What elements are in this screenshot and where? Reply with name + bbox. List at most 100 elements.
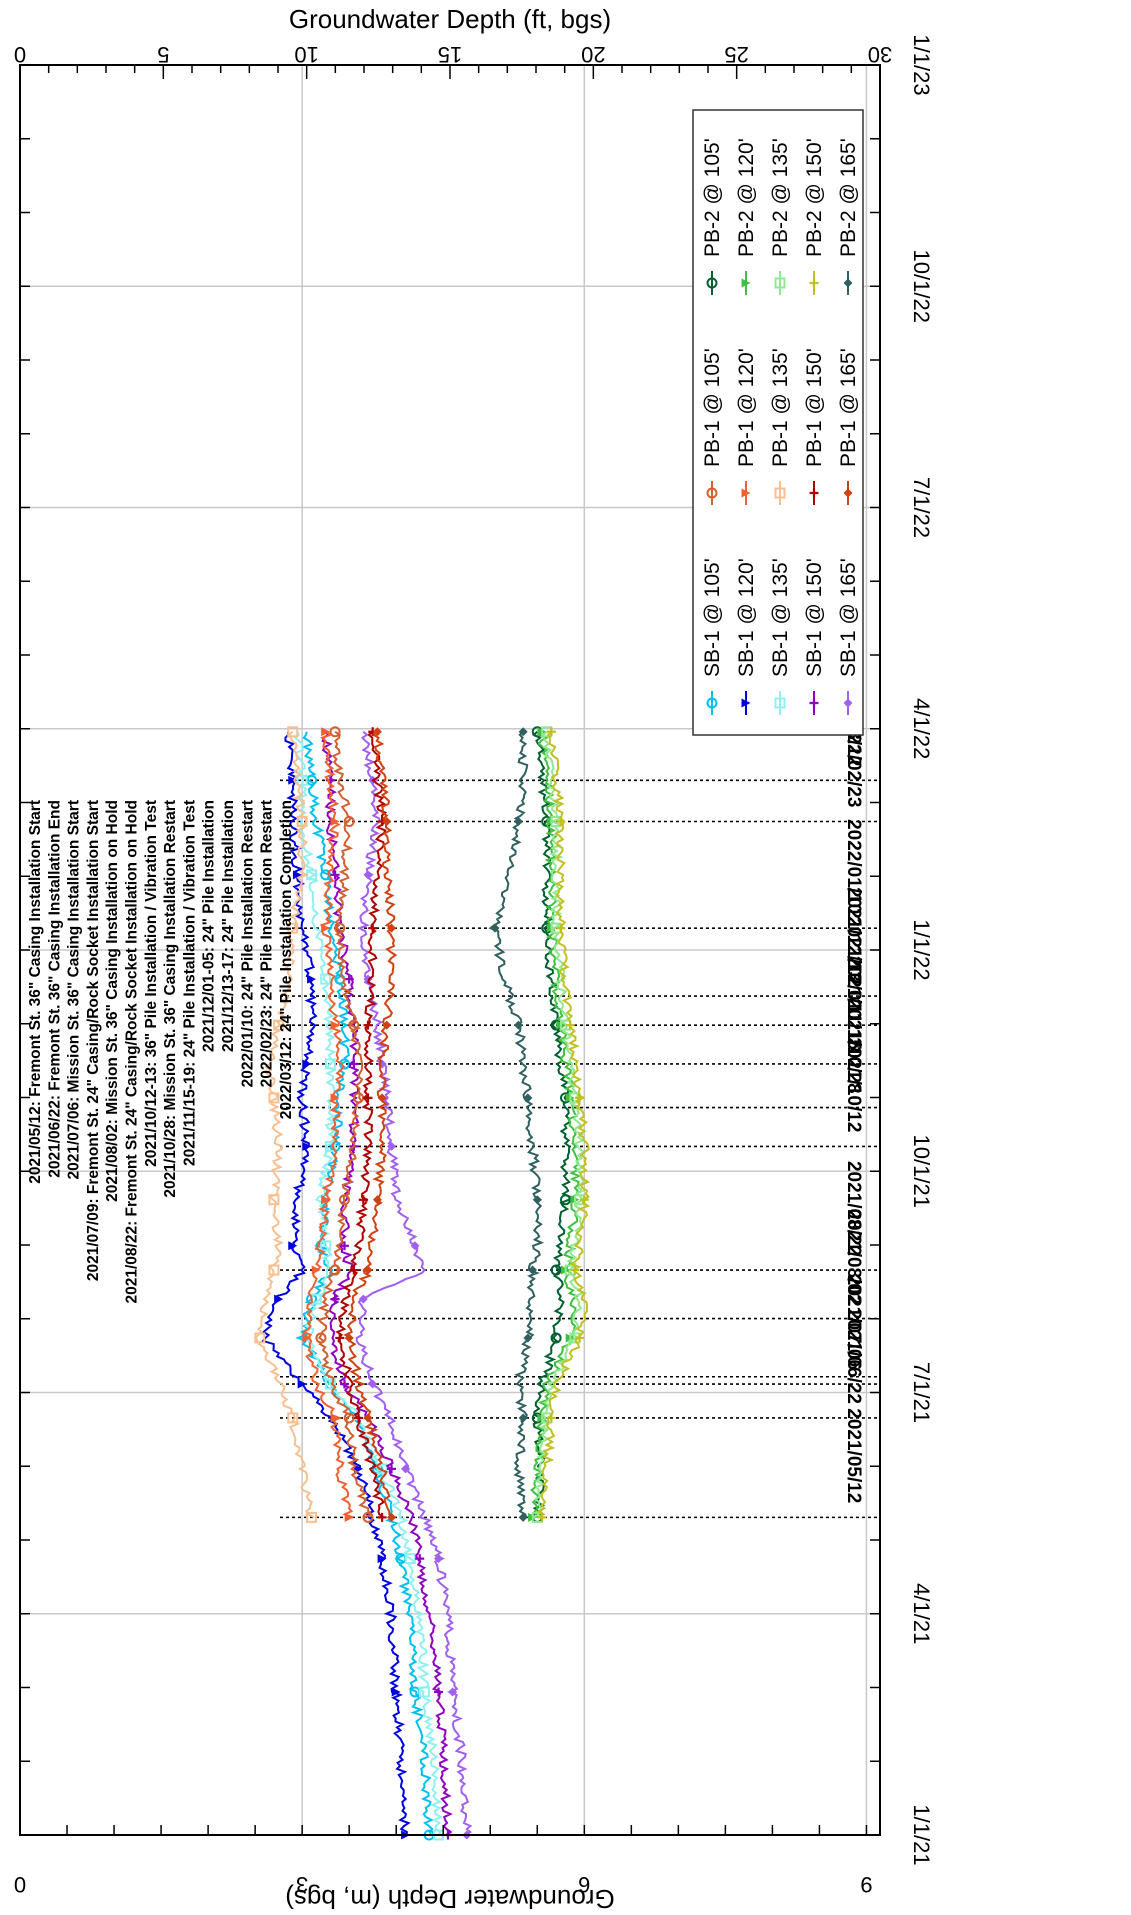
- data-point: [268, 1264, 280, 1276]
- data-point: [774, 487, 786, 499]
- legend-label: SB-1 @ 150': [803, 558, 826, 677]
- data-point: [377, 1093, 387, 1103]
- data-point: [363, 974, 373, 984]
- data-point: [434, 1554, 444, 1564]
- data-point: [809, 488, 819, 498]
- data-point: [415, 1554, 425, 1564]
- x-tick-label: 10/1/21: [909, 1135, 934, 1208]
- event-date-label: 2021/07/06: [843, 1275, 864, 1370]
- data-point: [274, 1294, 284, 1304]
- data-point: [358, 1195, 368, 1205]
- y-tick-label-ft: 0: [14, 42, 26, 67]
- data-point: [387, 1141, 397, 1151]
- data-point: [330, 1093, 340, 1103]
- data-point: [518, 727, 528, 737]
- y-tick-label-m: 3: [296, 1872, 308, 1897]
- data-point: [387, 1464, 396, 1474]
- series-line: [343, 731, 398, 1519]
- event-annotation: 2022/03/12: 24" Pile Installation Comple…: [278, 800, 295, 1119]
- data-point: [302, 1141, 312, 1151]
- legend: SB-1 @ 105' SB-1 @ 120' SB-1 @ 135' SB-1 @ …: [692, 109, 864, 736]
- data-point: [518, 1512, 528, 1522]
- series-line: [529, 731, 582, 1518]
- x-tick-label: 1/1/21: [909, 1804, 934, 1865]
- series-line: [261, 731, 411, 1836]
- data-point: [363, 1093, 373, 1103]
- legend-label: PB-1 @ 150': [803, 348, 826, 467]
- data-point: [324, 1140, 336, 1152]
- legend-label: PB-1 @ 165': [837, 348, 860, 467]
- y-tick-label-ft: 15: [438, 42, 462, 67]
- legend-label: PB-2 @ 135': [769, 138, 792, 257]
- x-tick-label: 1/1/22: [909, 919, 934, 980]
- x-tick-label: 1/1/23: [909, 34, 934, 95]
- series-line: [316, 730, 374, 1519]
- data-point: [343, 815, 355, 827]
- legend-label: SB-1 @ 105': [701, 558, 724, 677]
- x-tick-label: 10/1/22: [909, 250, 934, 323]
- data-point: [358, 1294, 368, 1304]
- data-point: [329, 726, 341, 738]
- data-point: [401, 1464, 411, 1474]
- data-point: [339, 1379, 349, 1389]
- event-date-label: 2021/10/12: [843, 1037, 864, 1132]
- data-point: [550, 1264, 562, 1276]
- legend-entry: PB-1 @ 120': [735, 348, 758, 505]
- axis-title-ft: Groundwater Depth (ft, bgs): [289, 4, 611, 34]
- data-point: [307, 974, 317, 984]
- legend-label: PB-2 @ 105': [701, 138, 724, 257]
- event-annotation: 2022/02/23: 24" Pile Installation Restar…: [259, 800, 276, 1087]
- series-sb-1-135-: [293, 731, 445, 1841]
- data-point: [741, 698, 751, 708]
- legend-entry: PB-2 @ 150': [803, 138, 826, 295]
- event-annotation: 2021/08/22: Fremont St. 24" Casing/Rock …: [124, 800, 141, 1304]
- data-point: [273, 1019, 285, 1031]
- data-point: [306, 1511, 318, 1523]
- axis-title-m: Groundwater Depth (m, bgs): [285, 1884, 614, 1914]
- legend-label: PB-2 @ 165': [837, 138, 860, 257]
- series-line: [293, 731, 444, 1836]
- y-tick-label-m: 0: [14, 1872, 26, 1897]
- legend-label: SB-1 @ 120': [735, 558, 758, 677]
- data-point: [372, 1195, 382, 1205]
- legend-box: [692, 109, 864, 736]
- legend-entry: PB-2 @ 105': [701, 138, 724, 295]
- legend-entry: SB-1 @ 135': [769, 558, 792, 715]
- series-pb-1-105-: [315, 726, 374, 1523]
- y-tick-label-ft: 5: [157, 42, 169, 67]
- axis-titles: Groundwater Depth (ft, bgs) Groundwater …: [285, 4, 614, 1914]
- data-point: [843, 488, 853, 498]
- data-point: [330, 1413, 340, 1423]
- legend-entry: SB-1 @ 120': [735, 558, 758, 715]
- data-point: [523, 1093, 533, 1103]
- legend-entry: SB-1 @ 150': [803, 558, 826, 715]
- data-point: [556, 816, 566, 826]
- data-point: [537, 1512, 547, 1522]
- legend-label: SB-1 @ 165': [837, 558, 860, 677]
- event-lines: 2021/05/12 2021/06/222021/07/062021/08/02…: [280, 671, 880, 1519]
- data-point: [546, 1413, 556, 1423]
- data-point: [321, 727, 331, 737]
- data-point: [335, 1333, 345, 1343]
- ticks: 1/1/21 4/1/21 7/1/21 10/1/21 1/1/22 4/1/22 7/1…: [14, 34, 934, 1897]
- data-point: [363, 1020, 373, 1030]
- legend-entry: SB-1 @ 165': [837, 558, 860, 715]
- event-annotation: 2021/06/22: Fremont St. 36" Casing Insta…: [46, 800, 63, 1178]
- data-point: [556, 923, 566, 933]
- data-point: [387, 1512, 397, 1522]
- series-line: [335, 731, 388, 1519]
- legend-entry: PB-1 @ 105': [701, 348, 724, 505]
- data-point: [518, 1413, 528, 1423]
- event-annotation: 2021/10/28: Mission St. 36" Casing Insta…: [162, 800, 179, 1198]
- data-point: [287, 1412, 299, 1424]
- data-point: [490, 923, 500, 933]
- data-point: [344, 1512, 354, 1522]
- series-pb-2-135-: [531, 726, 586, 1523]
- series-line: [488, 731, 545, 1518]
- data-point: [268, 1092, 280, 1104]
- event-annotation: 2021/08/02: Mission St. 36" Casing Insta…: [104, 800, 121, 1202]
- data-point: [523, 1333, 533, 1343]
- data-point: [448, 1687, 458, 1697]
- data-point: [324, 1378, 336, 1390]
